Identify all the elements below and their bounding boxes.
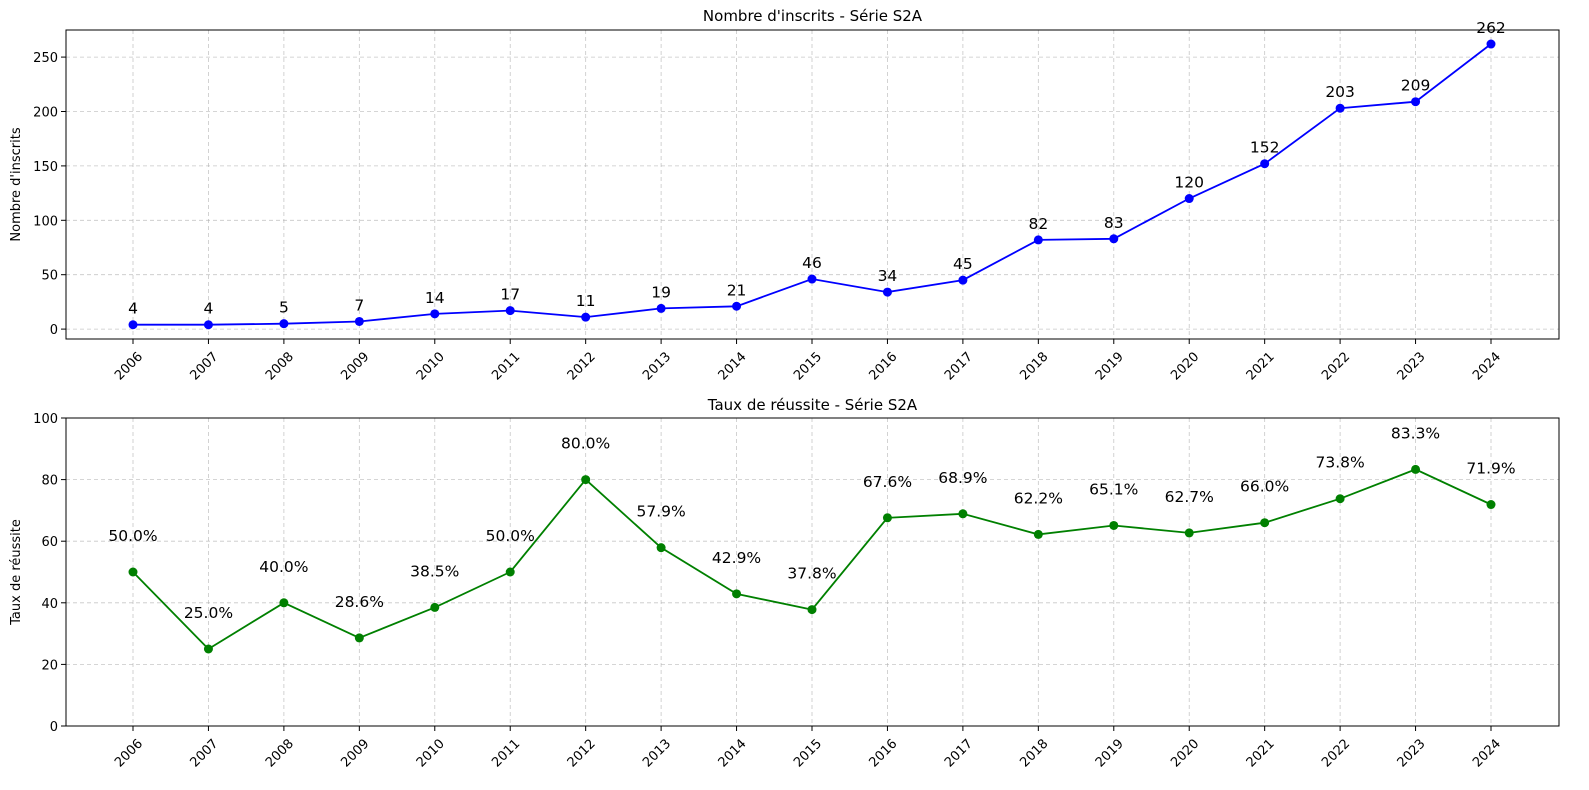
data-point: [1109, 520, 1119, 530]
data-label: 50.0%: [108, 527, 157, 545]
data-point: [505, 567, 515, 577]
data-point: [882, 513, 892, 523]
data-label: 67.6%: [863, 473, 912, 491]
data-point: [807, 605, 817, 615]
data-label: 42.9%: [712, 549, 761, 567]
data-point: [1260, 159, 1270, 169]
data-point: [1335, 494, 1345, 504]
data-label: 4: [128, 300, 138, 318]
data-point: [807, 274, 817, 284]
data-point: [732, 589, 742, 599]
data-point: [656, 303, 666, 313]
data-point: [1411, 97, 1421, 107]
data-point: [1411, 464, 1421, 474]
y-tick-label: 40: [41, 597, 58, 612]
chart-title: Taux de réussite - Série S2A: [707, 396, 918, 414]
data-label: 5: [279, 299, 289, 317]
data-point: [581, 475, 591, 485]
y-tick-label: 0: [50, 720, 58, 735]
data-label: 83: [1104, 214, 1124, 232]
data-point: [656, 543, 666, 553]
data-label: 21: [727, 281, 747, 299]
data-label: 19: [651, 283, 671, 301]
data-label: 38.5%: [410, 562, 459, 580]
data-label: 203: [1325, 83, 1355, 101]
data-label: 120: [1174, 174, 1204, 192]
plot-frame: [65, 417, 1560, 727]
data-label: 57.9%: [636, 503, 685, 521]
data-label: 11: [576, 292, 596, 310]
data-label: 40.0%: [259, 558, 308, 576]
data-label: 62.7%: [1165, 488, 1214, 506]
y-axis-label: Nombre d'inscrits: [9, 127, 24, 241]
data-point: [430, 309, 440, 319]
data-point: [203, 644, 213, 654]
data-point: [1184, 528, 1194, 538]
y-tick-label: 150: [33, 160, 58, 175]
data-label: 80.0%: [561, 435, 610, 453]
data-label: 152: [1250, 139, 1280, 157]
plot-frame: [65, 29, 1560, 340]
data-point: [958, 275, 968, 285]
data-point: [1033, 529, 1043, 539]
data-point: [1109, 234, 1119, 244]
data-point: [1486, 39, 1496, 49]
data-label: 71.9%: [1466, 460, 1515, 478]
data-label: 46: [802, 254, 822, 272]
data-label: 17: [500, 286, 520, 304]
y-tick-label: 20: [41, 658, 58, 673]
data-label: 65.1%: [1089, 480, 1138, 498]
data-point: [279, 319, 289, 329]
data-point: [1486, 500, 1496, 510]
y-tick-label: 100: [33, 412, 58, 427]
y-tick-label: 60: [41, 535, 58, 550]
data-point: [279, 598, 289, 608]
data-label: 262: [1476, 19, 1506, 37]
data-point: [354, 633, 364, 643]
data-point: [1260, 518, 1270, 528]
data-point: [581, 312, 591, 322]
data-label: 82: [1028, 215, 1048, 233]
chart-title: Nombre d'inscrits - Série S2A: [703, 7, 923, 25]
data-point: [882, 287, 892, 297]
data-point: [958, 509, 968, 519]
data-point: [354, 316, 364, 326]
y-tick-label: 200: [33, 105, 58, 120]
data-point: [128, 567, 138, 577]
data-label: 7: [354, 296, 364, 314]
data-label: 45: [953, 255, 973, 273]
data-label: 14: [425, 289, 445, 307]
data-label: 73.8%: [1315, 454, 1364, 472]
data-label: 83.3%: [1391, 424, 1440, 442]
data-point: [1184, 194, 1194, 204]
data-point: [203, 320, 213, 330]
y-tick-label: 50: [41, 269, 58, 284]
y-tick-label: 250: [33, 51, 58, 66]
data-point: [128, 320, 138, 330]
data-label: 4: [204, 300, 214, 318]
y-tick-label: 80: [41, 474, 58, 489]
data-point: [430, 602, 440, 612]
data-point: [1335, 103, 1345, 113]
data-label: 50.0%: [486, 527, 535, 545]
data-label: 209: [1401, 77, 1431, 95]
data-label: 68.9%: [938, 469, 987, 487]
data-label: 25.0%: [184, 604, 233, 622]
y-tick-label: 0: [50, 323, 58, 338]
data-label: 66.0%: [1240, 478, 1289, 496]
data-label: 34: [878, 267, 898, 285]
data-label: 28.6%: [335, 593, 384, 611]
y-axis-label: Taux de réussite: [9, 519, 24, 626]
data-point: [505, 306, 515, 316]
data-label: 37.8%: [787, 565, 836, 583]
data-label: 62.2%: [1014, 489, 1063, 507]
y-tick-label: 100: [33, 214, 58, 229]
data-point: [732, 301, 742, 311]
data-point: [1033, 235, 1043, 245]
